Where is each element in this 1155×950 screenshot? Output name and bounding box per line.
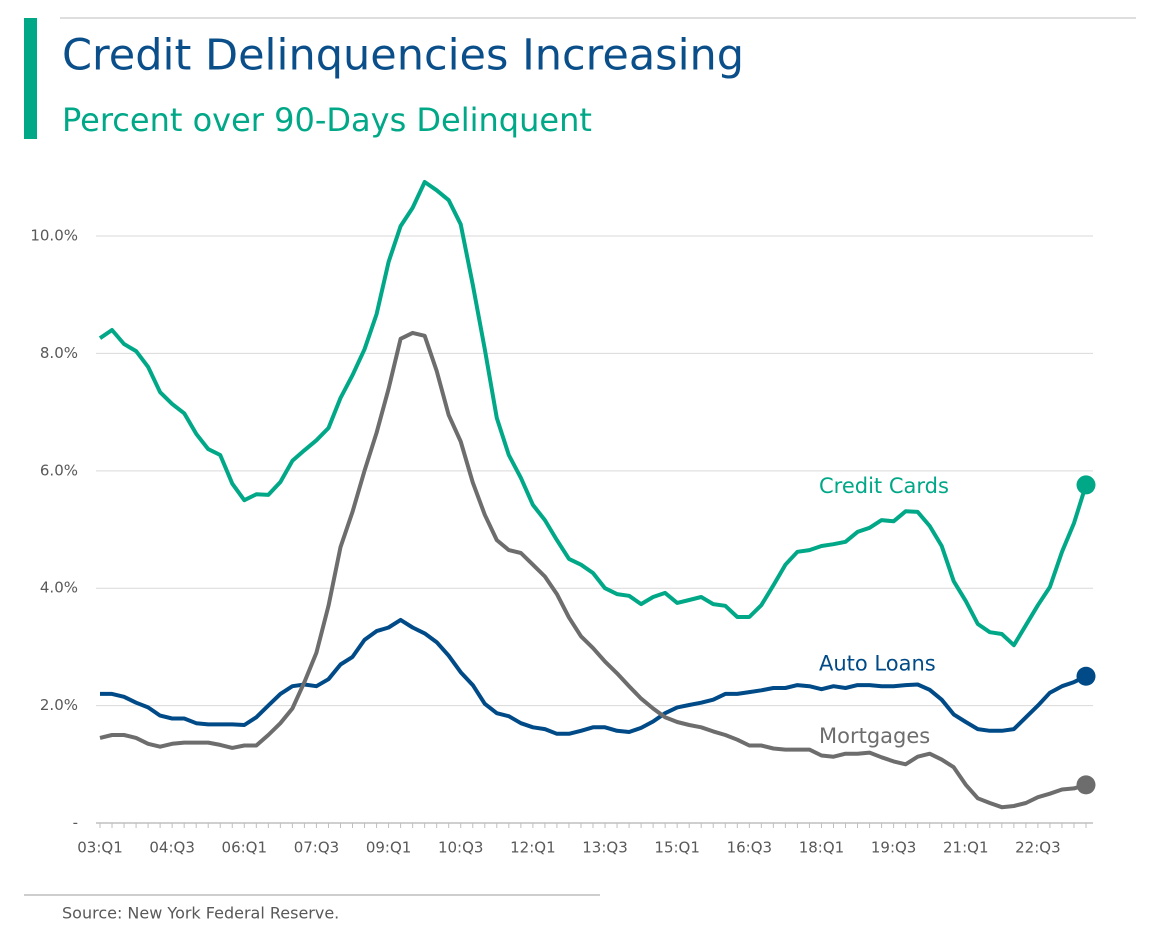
series-label: Credit Cards [819, 474, 949, 498]
y-tick-label: 4.0% [40, 579, 78, 597]
source: Source: New York Federal Reserve. [62, 904, 339, 923]
y-tick-label: 2.0% [40, 696, 78, 714]
x-tick-label: 03:Q1 [77, 839, 123, 857]
x-tick-label: 21:Q1 [943, 839, 989, 857]
x-tick-label: 12:Q1 [510, 839, 556, 857]
x-tick-label: 10:Q3 [438, 839, 484, 857]
x-tick-label: 13:Q3 [582, 839, 628, 857]
x-tick-label: 19:Q3 [871, 839, 917, 857]
x-tick-label: 15:Q1 [654, 839, 700, 857]
series-line [99, 330, 1087, 810]
series-line [100, 617, 1087, 736]
x-tick-label: 18:Q1 [799, 839, 845, 857]
x-tick-label: 22:Q3 [1015, 839, 1061, 857]
chart-subtitle: Percent over 90-Days Delinquent [62, 101, 592, 139]
y-tick-label: - [73, 814, 78, 832]
end-dot [1076, 475, 1096, 495]
x-tick-label: 06:Q1 [222, 839, 268, 857]
x-tick-label: 16:Q3 [727, 839, 773, 857]
series-label: Auto Loans [819, 651, 936, 675]
series-line [98, 180, 1088, 648]
y-tick-label: 6.0% [40, 461, 78, 479]
end-dot [1076, 775, 1096, 795]
x-tick-label: 07:Q3 [294, 839, 340, 857]
x-tick-label: 09:Q1 [366, 839, 412, 857]
x-tick-label: 04:Q3 [149, 839, 195, 857]
end-dot [1076, 666, 1096, 686]
series-label: Mortgages [819, 724, 930, 748]
chart-title: Credit Delinquencies Increasing [62, 31, 744, 81]
y-tick-label: 8.0% [40, 344, 78, 362]
accent-bar [24, 18, 37, 139]
y-tick-label: 10.0% [30, 227, 78, 245]
